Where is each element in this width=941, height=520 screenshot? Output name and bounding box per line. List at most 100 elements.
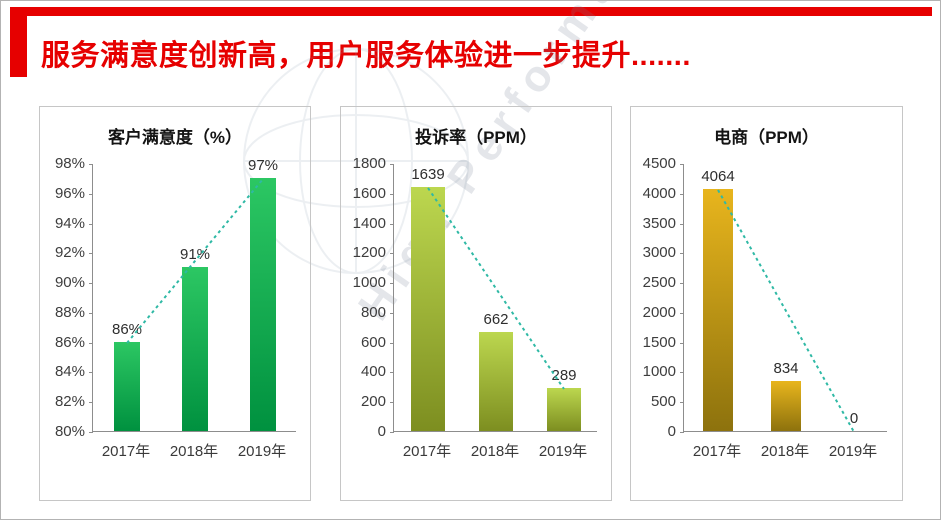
bar-value-label: 834 [773, 360, 799, 377]
y-tick-mark [680, 193, 684, 195]
y-tick-label: 2000 [642, 303, 676, 321]
y-tick-mark [390, 342, 394, 344]
x-tick-label: 2019年 [828, 443, 878, 460]
y-tick-mark [89, 223, 93, 225]
bar-chart-ecommerce: 4500 4000 3500 3000 2500 2000 1500 1000 500 0 406… [631, 156, 902, 440]
y-tick-mark [89, 372, 93, 374]
y-tick-label: 3500 [642, 214, 676, 232]
bar-2019年 [250, 178, 276, 431]
y-tick-label: 90% [54, 274, 85, 292]
y-tick-mark [390, 193, 394, 195]
y-tick-label: 1800 [352, 155, 386, 172]
y-tick-mark [390, 432, 394, 433]
bar-value-label: 1639 [411, 166, 445, 183]
y-tick-mark [89, 253, 93, 255]
y-tick-label: 1000 [642, 363, 676, 381]
bar-2018年 [479, 332, 513, 431]
y-tick-label: 80% [54, 423, 85, 440]
x-tick-label: 2018年 [760, 443, 810, 460]
y-tick-label: 84% [54, 363, 85, 381]
y-tick-label: 4000 [642, 184, 676, 202]
y-tick-label: 400 [360, 363, 386, 381]
chart-title: 客户满意度（%） [107, 128, 243, 147]
bar-value-label: 662 [483, 311, 509, 328]
x-tick-label: 2017年 [692, 443, 742, 460]
bar-chart-complaint-rate: 1800 1600 1400 1200 1000 800 600 400 200 0 1639 66… [341, 156, 611, 440]
y-tick-label: 82% [54, 393, 85, 411]
y-tick-label: 0 [377, 423, 386, 440]
y-tick-label: 500 [650, 393, 676, 411]
y-tick-mark [390, 223, 394, 225]
x-axis-labels: 2017年 2018年 2019年 [393, 432, 597, 460]
chart-title: 电商（PPM） [714, 128, 819, 147]
y-tick-mark [89, 402, 93, 404]
y-tick-label: 2500 [642, 274, 676, 292]
y-tick-mark [390, 253, 394, 255]
chart-panel-ecommerce: 电商（PPM） 4500 4000 3500 3000 2500 2000 1500 1000… [630, 106, 903, 501]
y-tick-mark [89, 432, 93, 433]
y-tick-mark [680, 342, 684, 344]
y-tick-label: 88% [54, 303, 85, 321]
y-tick-mark [390, 283, 394, 285]
y-axis: 1800 1600 1400 1200 1000 800 600 400 200 0 [341, 156, 393, 440]
y-tick-mark [390, 164, 394, 165]
bar-2017年 [703, 189, 733, 431]
x-tick-label: 2017年 [101, 443, 151, 460]
chart-title: 投诉率（PPM） [415, 128, 537, 147]
y-tick-mark [680, 164, 684, 165]
bar-2018年 [182, 267, 208, 431]
chart-panel-customer-satisfaction: 客户满意度（%） 98% 96% 94% 92% 90% 88% 86% 84% 82% 80% … [39, 106, 311, 501]
x-tick-label: 2018年 [169, 443, 219, 460]
x-tick-label: 2017年 [402, 443, 452, 460]
bar-2018年 [771, 381, 801, 431]
y-tick-mark [390, 372, 394, 374]
x-axis-labels: 2017年 2018年 2019年 [92, 432, 296, 460]
y-tick-mark [680, 312, 684, 314]
y-tick-label: 98% [54, 155, 85, 172]
y-tick-mark [680, 253, 684, 255]
chart-panel-complaint-rate: 投诉率（PPM） 1800 1600 1400 1200 1000 800 600 400 20… [340, 106, 612, 501]
y-axis: 4500 4000 3500 3000 2500 2000 1500 1000 500 0 [631, 156, 683, 440]
y-tick-mark [680, 402, 684, 404]
y-tick-label: 200 [360, 393, 386, 411]
y-tick-mark [89, 312, 93, 314]
y-tick-mark [680, 283, 684, 285]
bar-value-label: 86% [111, 321, 143, 338]
y-tick-mark [680, 372, 684, 374]
y-tick-label: 1400 [352, 214, 386, 232]
y-axis: 98% 96% 94% 92% 90% 88% 86% 84% 82% 80% [40, 156, 92, 440]
bar-value-label: 0 [849, 410, 859, 427]
y-tick-mark [390, 402, 394, 404]
y-tick-label: 1600 [352, 184, 386, 202]
title-accent-bar [10, 7, 27, 77]
page-title: 服务满意度创新高，用户服务体验进一步提升....... [41, 40, 691, 72]
y-tick-label: 4500 [642, 155, 676, 172]
x-tick-label: 2019年 [237, 443, 287, 460]
plot-area: 86% 91% 97% [89, 157, 296, 433]
x-tick-label: 2019年 [538, 443, 588, 460]
y-tick-mark [89, 164, 93, 165]
top-accent-bar [10, 7, 932, 16]
y-tick-label: 96% [54, 184, 85, 202]
bar-value-label: 91% [179, 246, 211, 263]
x-axis-labels: 2017年 2018年 2019年 [683, 432, 887, 460]
y-tick-mark [390, 312, 394, 314]
y-tick-label: 800 [360, 303, 386, 321]
y-tick-label: 600 [360, 333, 386, 351]
bar-2017年 [114, 342, 140, 431]
y-tick-label: 0 [667, 423, 676, 440]
y-tick-label: 94% [54, 214, 85, 232]
plot-area: 1639 662 289 [390, 164, 597, 433]
bar-value-label: 97% [247, 157, 279, 174]
y-tick-label: 86% [54, 333, 85, 351]
x-tick-label: 2018年 [470, 443, 520, 460]
y-tick-label: 1200 [352, 244, 386, 262]
bar-value-label: 4064 [701, 168, 735, 185]
bar-2019年 [547, 388, 581, 431]
plot-area: 4064 834 0 [680, 164, 887, 433]
y-tick-mark [89, 193, 93, 195]
y-tick-mark [89, 283, 93, 285]
bar-value-label: 289 [551, 367, 577, 384]
y-tick-label: 92% [54, 244, 85, 262]
